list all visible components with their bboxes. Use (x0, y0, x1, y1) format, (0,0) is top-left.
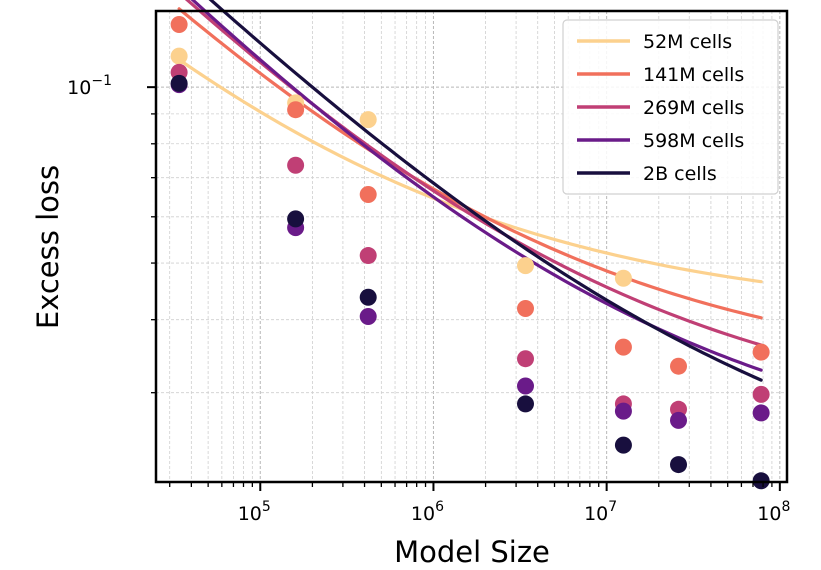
data-points (170, 16, 770, 490)
data-point-series-2 (752, 385, 770, 403)
x-tick-base: 10 (238, 503, 262, 525)
y-axis-title: Excess loss (31, 165, 65, 329)
legend-label: 2B cells (643, 163, 717, 185)
data-point-series-4 (170, 74, 188, 92)
y-tick-label: 10−1 (67, 73, 112, 99)
data-point-series-2 (517, 350, 535, 368)
plot-frame (154, 9, 789, 484)
x-tick-exponent: 7 (608, 499, 617, 515)
legend-box (562, 19, 779, 195)
data-point-series-1 (287, 101, 305, 119)
fit-curves (177, 0, 763, 382)
legend: 52M cells 141M cells 269M cells 598M cells 2… (562, 19, 779, 195)
fit-curve-series-4 (208, 0, 763, 382)
data-point-series-0 (614, 269, 632, 287)
data-point-series-2 (359, 247, 377, 265)
grid-lines (156, 11, 787, 482)
x-tick-base: 10 (757, 503, 781, 525)
x-tick-exponent: 5 (262, 499, 271, 515)
x-tick-label: 105 (238, 499, 271, 525)
data-point-series-1 (614, 338, 632, 356)
x-tick-label: 108 (757, 499, 790, 525)
data-point-series-1 (517, 300, 535, 318)
legend-label: 141M cells (643, 64, 744, 86)
data-point-series-1 (752, 343, 770, 361)
x-tick-base: 10 (584, 503, 608, 525)
data-point-series-3 (670, 411, 688, 429)
data-point-series-3 (752, 404, 770, 422)
legend-label: 598M cells (643, 130, 744, 152)
data-point-series-4 (287, 210, 305, 228)
data-point-series-0 (359, 111, 377, 129)
data-point-series-1 (170, 16, 188, 34)
data-point-series-1 (670, 357, 688, 375)
x-tick-label: 107 (584, 499, 617, 525)
data-point-series-4 (614, 436, 632, 454)
x-tick-base: 10 (411, 503, 435, 525)
data-point-series-2 (287, 156, 305, 174)
data-point-series-0 (517, 257, 535, 275)
legend-label: 269M cells (643, 97, 744, 119)
data-point-series-4 (517, 395, 535, 413)
data-point-series-1 (359, 186, 377, 204)
data-point-series-3 (614, 402, 632, 420)
y-tick-exponent: −1 (91, 73, 112, 89)
data-point-series-4 (670, 456, 688, 474)
x-tick-exponent: 8 (781, 499, 790, 515)
data-point-series-3 (517, 377, 535, 395)
legend-label: 52M cells (643, 31, 732, 53)
data-point-series-3 (359, 308, 377, 326)
x-axis-title: Model Size (394, 535, 550, 569)
x-tick-label: 106 (411, 499, 444, 525)
y-tick-base: 10 (67, 77, 91, 99)
x-tick-exponent: 6 (435, 499, 444, 515)
data-point-series-0 (170, 47, 188, 65)
data-point-series-4 (359, 288, 377, 306)
